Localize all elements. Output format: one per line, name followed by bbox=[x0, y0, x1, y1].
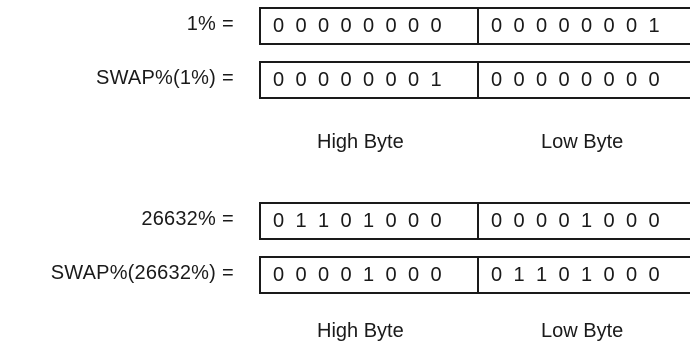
bit: 0 bbox=[340, 68, 352, 91]
bit: 0 bbox=[273, 209, 285, 232]
bit: 0 bbox=[385, 263, 397, 286]
bit: 0 bbox=[491, 68, 503, 91]
bit: 1 bbox=[536, 263, 548, 286]
bit: 0 bbox=[408, 209, 420, 232]
bit: 0 bbox=[513, 209, 525, 232]
bit: 0 bbox=[558, 263, 570, 286]
bit: 0 bbox=[626, 68, 638, 91]
bit: 0 bbox=[363, 68, 375, 91]
bit: 1 bbox=[648, 14, 660, 37]
bit: 0 bbox=[603, 209, 615, 232]
bit: 0 bbox=[340, 263, 352, 286]
bit: 0 bbox=[273, 14, 285, 37]
bit: 0 bbox=[408, 263, 420, 286]
bit: 0 bbox=[408, 68, 420, 91]
low-byte-caption: Low Byte bbox=[541, 131, 624, 153]
bit: 0 bbox=[385, 68, 397, 91]
bit: 0 bbox=[536, 68, 548, 91]
bit: 1 bbox=[513, 263, 525, 286]
bit: 0 bbox=[430, 209, 442, 232]
bit: 0 bbox=[318, 14, 330, 37]
register-row: 1% = 0 0 0 0 0 0 0 0 0 0 0 0 0 0 0 1 bbox=[0, 7, 690, 47]
bit: 1 bbox=[363, 263, 375, 286]
bit: 0 bbox=[340, 209, 352, 232]
bit: 0 bbox=[558, 14, 570, 37]
bit: 0 bbox=[491, 209, 503, 232]
high-byte-caption: High Byte bbox=[317, 320, 404, 342]
bit: 0 bbox=[648, 263, 660, 286]
register-row: 26632% = 0 1 1 0 1 0 0 0 0 0 0 0 1 0 0 0 bbox=[0, 202, 690, 242]
bit: 0 bbox=[295, 14, 307, 37]
bit: 0 bbox=[626, 263, 638, 286]
bit: 1 bbox=[318, 209, 330, 232]
bit: 0 bbox=[626, 209, 638, 232]
bit: 0 bbox=[648, 68, 660, 91]
equals-sign: = bbox=[222, 262, 234, 284]
bit: 0 bbox=[340, 14, 352, 37]
bit: 0 bbox=[295, 263, 307, 286]
bit: 0 bbox=[318, 68, 330, 91]
register-row: SWAP%(26632%) = 0 0 0 0 1 0 0 0 0 1 1 0 1 0 0 0 bbox=[0, 256, 690, 296]
bit: 1 bbox=[363, 209, 375, 232]
bit: 0 bbox=[408, 14, 420, 37]
bit: 0 bbox=[273, 68, 285, 91]
equals-sign: = bbox=[222, 13, 234, 35]
bit: 0 bbox=[513, 68, 525, 91]
low-byte-caption: Low Byte bbox=[541, 320, 624, 342]
bit: 0 bbox=[385, 14, 397, 37]
high-byte-caption: High Byte bbox=[317, 131, 404, 153]
bit: 0 bbox=[273, 263, 285, 286]
bit: 0 bbox=[385, 209, 397, 232]
bit: 0 bbox=[558, 68, 570, 91]
bit: 0 bbox=[603, 14, 615, 37]
bit: 0 bbox=[430, 14, 442, 37]
bit: 0 bbox=[363, 14, 375, 37]
bit: 0 bbox=[558, 209, 570, 232]
row-label: SWAP%(26632%) bbox=[50, 262, 216, 284]
bit: 0 bbox=[626, 14, 638, 37]
bit: 0 bbox=[581, 68, 593, 91]
bit: 1 bbox=[581, 209, 593, 232]
bit: 0 bbox=[295, 68, 307, 91]
bit: 0 bbox=[581, 14, 593, 37]
bit: 0 bbox=[318, 263, 330, 286]
bit: 0 bbox=[430, 263, 442, 286]
bit: 0 bbox=[603, 68, 615, 91]
bit: 0 bbox=[536, 14, 548, 37]
bit: 1 bbox=[430, 68, 442, 91]
row-label: 26632% bbox=[141, 208, 216, 230]
bit: 0 bbox=[648, 209, 660, 232]
bit: 0 bbox=[491, 14, 503, 37]
row-label: 1% bbox=[186, 13, 216, 35]
bit: 1 bbox=[581, 263, 593, 286]
bit: 0 bbox=[603, 263, 615, 286]
bit: 1 bbox=[295, 209, 307, 232]
bit: 0 bbox=[491, 263, 503, 286]
bit: 0 bbox=[536, 209, 548, 232]
bit: 0 bbox=[513, 14, 525, 37]
equals-sign: = bbox=[222, 67, 234, 89]
row-label: SWAP%(1%) bbox=[96, 67, 216, 89]
equals-sign: = bbox=[222, 208, 234, 230]
register-row: SWAP%(1%) = 0 0 0 0 0 0 0 1 0 0 0 0 0 0 0 0 bbox=[0, 61, 690, 101]
